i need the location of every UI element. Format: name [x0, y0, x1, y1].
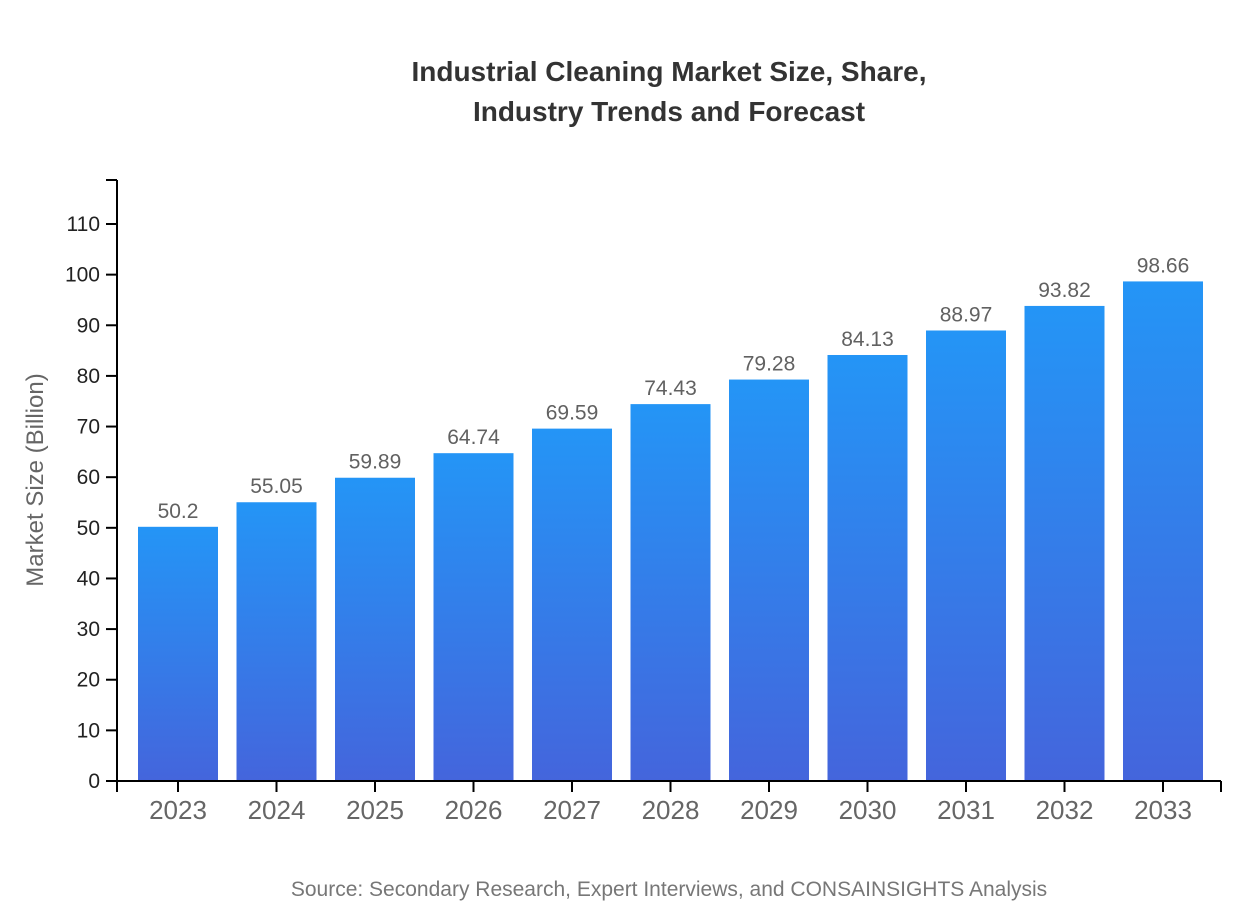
y-tick-label-100: 100 — [65, 264, 100, 287]
bar-2032 — [1024, 305, 1105, 781]
source-note: Source: Secondary Research, Expert Inter… — [290, 878, 1048, 901]
y-tick-label-10: 10 — [77, 719, 100, 742]
chart-title-line-1: Industrial Cleaning Market Size, Share, — [411, 56, 927, 87]
x-tick-label-2030: 2030 — [839, 795, 897, 825]
bars-layer — [138, 281, 1203, 781]
y-tick-label-30: 30 — [77, 618, 100, 641]
x-tick-label-2029: 2029 — [740, 795, 798, 825]
bar-2024 — [236, 502, 317, 781]
bar-2029 — [729, 379, 809, 781]
x-tick-label-2023: 2023 — [149, 795, 207, 825]
value-label-2027: 69.59 — [546, 402, 599, 425]
y-tick-label-0: 0 — [88, 770, 100, 793]
y-tick-label-80: 80 — [77, 365, 100, 388]
value-label-2026: 64.74 — [447, 426, 500, 449]
y-tick-label-40: 40 — [77, 567, 100, 590]
bar-2028 — [630, 404, 711, 781]
bar-2027 — [532, 428, 612, 781]
bar-2031 — [926, 330, 1006, 781]
axes-layer — [106, 179, 1222, 792]
y-tick-label-110: 110 — [67, 213, 100, 236]
value-label-2024: 55.05 — [250, 475, 303, 498]
value-label-2028: 74.43 — [644, 377, 697, 400]
value-label-2031: 88.97 — [940, 303, 993, 326]
chart-title-line-2: Industry Trends and Forecast — [472, 96, 866, 127]
y-tick-label-90: 90 — [77, 314, 100, 337]
x-tick-label-2031: 2031 — [937, 795, 995, 825]
value-label-2029: 79.28 — [743, 353, 796, 376]
chart-title: Industrial Cleaning Market Size, Share, … — [117, 52, 1221, 132]
value-label-2032: 93.82 — [1038, 279, 1091, 302]
labels-layer: 50.2 2023 55.05 2024 59.89 2025 64.74 2026 69.59… — [65, 213, 1192, 825]
bar-2026 — [433, 453, 514, 781]
x-tick-label-2028: 2028 — [642, 795, 700, 825]
bar-2033 — [1123, 281, 1203, 781]
value-label-2033: 98.66 — [1137, 254, 1190, 277]
x-tick-label-2033: 2033 — [1134, 795, 1192, 825]
x-tick-label-2027: 2027 — [543, 795, 601, 825]
y-tick-label-60: 60 — [77, 466, 100, 489]
x-tick-label-2032: 2032 — [1036, 795, 1094, 825]
value-label-2025: 59.89 — [349, 451, 402, 474]
value-label-2030: 84.13 — [841, 328, 894, 351]
bar-2030 — [827, 354, 908, 781]
x-tick-label-2026: 2026 — [445, 795, 503, 825]
value-label-2023: 50.2 — [158, 500, 199, 523]
y-tick-label-50: 50 — [77, 517, 100, 540]
y-tick-label-20: 20 — [77, 669, 100, 692]
bar-2023 — [138, 526, 218, 781]
y-tick-label-70: 70 — [77, 416, 100, 439]
bar-2025 — [335, 477, 415, 781]
x-tick-label-2024: 2024 — [248, 795, 306, 825]
x-tick-label-2025: 2025 — [346, 795, 404, 825]
